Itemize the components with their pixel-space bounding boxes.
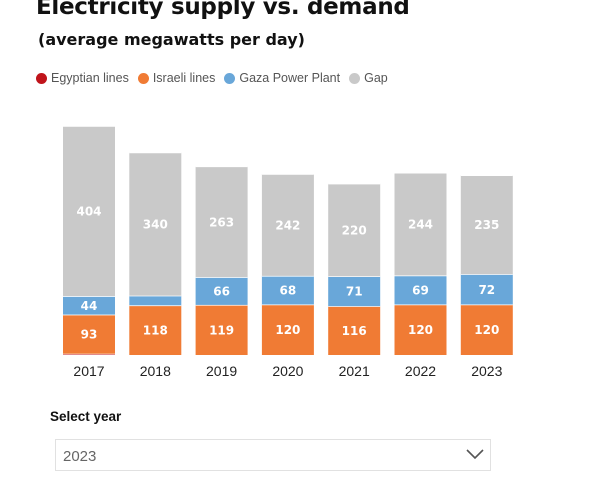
x-tick-label-2020: 2020 <box>272 363 303 379</box>
data-label-gap-2020: 242 <box>275 218 300 232</box>
data-label-gaza-power-plant-2023: 72 <box>478 283 495 297</box>
legend: Egyptian lines Israeli lines Gaza Power … <box>36 71 397 85</box>
legend-item-gaza-power-plant: Gaza Power Plant <box>224 71 340 85</box>
x-tick-label-2022: 2022 <box>405 363 436 379</box>
bar-gaza-power-plant-2020 <box>261 275 314 305</box>
legend-item-gap: Gap <box>349 71 388 85</box>
x-tick-label-2021: 2021 <box>339 363 370 379</box>
data-label-israeli-lines-2020: 120 <box>275 323 300 337</box>
year-select-dropdown[interactable]: 2023 <box>55 439 491 471</box>
bar-gaza-power-plant-2022 <box>394 275 447 305</box>
chart-subtitle: (average megawatts per day) <box>38 30 305 49</box>
legend-label-israeli-lines: Israeli lines <box>152 71 216 85</box>
select-year-label: Select year <box>50 409 122 424</box>
data-label-gap-2017: 404 <box>76 205 101 219</box>
legend-swatch-israeli-lines <box>137 72 149 84</box>
data-label-israeli-lines-2018: 118 <box>143 324 168 338</box>
data-label-israeli-lines-2023: 120 <box>474 323 499 337</box>
year-select-value: 2023 <box>63 448 97 465</box>
legend-item-egyptian-lines: Egyptian lines <box>36 71 129 85</box>
data-label-israeli-lines-2021: 116 <box>342 324 367 338</box>
data-label-gap-2021: 220 <box>342 223 367 237</box>
x-tick-label-2019: 2019 <box>206 363 237 379</box>
data-label-israeli-lines-2019: 119 <box>209 323 234 337</box>
chevron-down-icon <box>466 449 484 460</box>
bar-gaza-power-plant-2019 <box>195 277 248 305</box>
bar-israeli-lines-2020 <box>261 304 314 355</box>
data-label-israeli-lines-2017: 93 <box>81 328 98 342</box>
data-label-israeli-lines-2022: 120 <box>408 323 433 337</box>
bar-israeli-lines-2021 <box>328 306 381 355</box>
bar-gap-2019 <box>195 166 248 278</box>
bar-israeli-lines-2018 <box>129 305 182 355</box>
legend-label-gap: Gap <box>364 71 388 85</box>
legend-item-israeli-lines: Israeli lines <box>137 71 216 85</box>
legend-label-gaza-power-plant: Gaza Power Plant <box>239 71 341 85</box>
legend-swatch-egyptian-lines <box>36 72 47 84</box>
stacked-bar-chart: 93 44 404 2017 118 340 2018 119 66 263 2019 120 68 24… <box>63 125 513 379</box>
bar-israeli-lines-2022 <box>394 304 447 355</box>
data-label-gaza-power-plant-2021: 71 <box>346 285 363 299</box>
x-tick-label-2018: 2018 <box>140 363 171 379</box>
bar-israeli-lines-2019 <box>195 304 248 355</box>
data-label-gaza-power-plant-2022: 69 <box>412 283 429 297</box>
data-label-gap-2022: 244 <box>408 218 433 232</box>
bar-israeli-lines-2023 <box>460 304 513 355</box>
data-label-gaza-power-plant-2017: 44 <box>81 299 98 313</box>
data-label-gap-2023: 235 <box>474 218 499 232</box>
bar-gap-2017 <box>63 126 115 297</box>
bar-gap-2023 <box>460 175 513 275</box>
x-tick-label-2017: 2017 <box>73 363 104 379</box>
bar-gap-2020 <box>261 173 314 276</box>
bar-gap-2022 <box>394 172 447 276</box>
bar-gap-2021 <box>328 183 381 277</box>
legend-swatch-gaza-power-plant <box>224 72 236 84</box>
data-label-gap-2018: 340 <box>143 218 168 232</box>
bar-gaza-power-plant-2021 <box>328 276 381 307</box>
bar-gaza-power-plant-2023 <box>460 274 513 305</box>
x-tick-label-2023: 2023 <box>471 363 502 379</box>
data-label-gap-2019: 263 <box>209 215 234 229</box>
legend-label-egyptian-lines: Egyptian lines <box>51 71 129 85</box>
bar-gaza-power-plant-2017 <box>63 296 115 315</box>
data-label-gaza-power-plant-2019: 66 <box>213 285 230 299</box>
bar-israeli-lines-2017 <box>63 314 115 354</box>
bar-gaza-power-plant-2018 <box>129 295 182 306</box>
chart-title: Electricity supply vs. demand <box>36 0 410 20</box>
bar-gap-2018 <box>129 152 182 296</box>
data-label-gaza-power-plant-2020: 68 <box>280 284 297 298</box>
legend-swatch-gap <box>349 72 361 84</box>
